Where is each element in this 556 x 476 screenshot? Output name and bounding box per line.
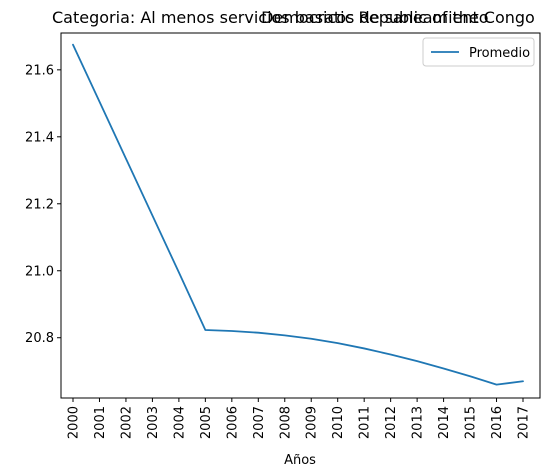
- chart-title-center: Democratic Republic of the Congo: [261, 8, 535, 27]
- x-tick-label: 2017: [517, 406, 532, 439]
- x-tick-label: 2012: [384, 406, 399, 439]
- y-tick-label: 21.2: [25, 197, 54, 212]
- x-axis-label: Años: [284, 453, 316, 468]
- legend-label-promedio: Promedio: [469, 46, 530, 61]
- x-tick-label: 2011: [358, 406, 373, 439]
- legend-box: [422, 37, 535, 67]
- y-tick-label: 21.6: [25, 63, 54, 78]
- chart-title-left: Categoria: Al menos servicios basicos de…: [52, 8, 489, 27]
- legend: Promedio: [422, 37, 535, 67]
- x-tick-label: 2010: [331, 406, 346, 439]
- y-tick-label: 21.4: [25, 130, 54, 145]
- x-tick-label: 2008: [278, 406, 293, 439]
- x-tick-label: 2014: [437, 406, 452, 439]
- y-tick-label: 20.8: [25, 331, 54, 346]
- x-tick-label: 2003: [146, 406, 161, 439]
- x-tick-label: 2009: [305, 406, 320, 439]
- plot-frame: [60, 32, 541, 399]
- series-layer: [72, 43, 524, 386]
- y-tick-label: 21.0: [25, 264, 54, 279]
- series-line-promedio: [72, 43, 524, 386]
- x-tick-label: 2016: [490, 406, 505, 439]
- x-tick-label: 2007: [252, 406, 267, 439]
- x-tick-label: 2004: [172, 406, 187, 439]
- y-axis: 20.8 21.0 21.2 21.4 21.6: [25, 63, 61, 346]
- x-tick-label: 2015: [464, 406, 479, 439]
- x-tick-label: 2002: [119, 406, 134, 439]
- x-axis: 2000 2001 2002 2003 2004 2005 2006 2007 2008 2009…: [67, 398, 532, 439]
- x-tick-label: 2006: [225, 406, 240, 439]
- x-tick-label: 2000: [67, 406, 82, 439]
- x-tick-label: 2013: [411, 406, 426, 439]
- x-tick-label: 2005: [199, 406, 214, 439]
- x-tick-label: 2001: [93, 406, 108, 439]
